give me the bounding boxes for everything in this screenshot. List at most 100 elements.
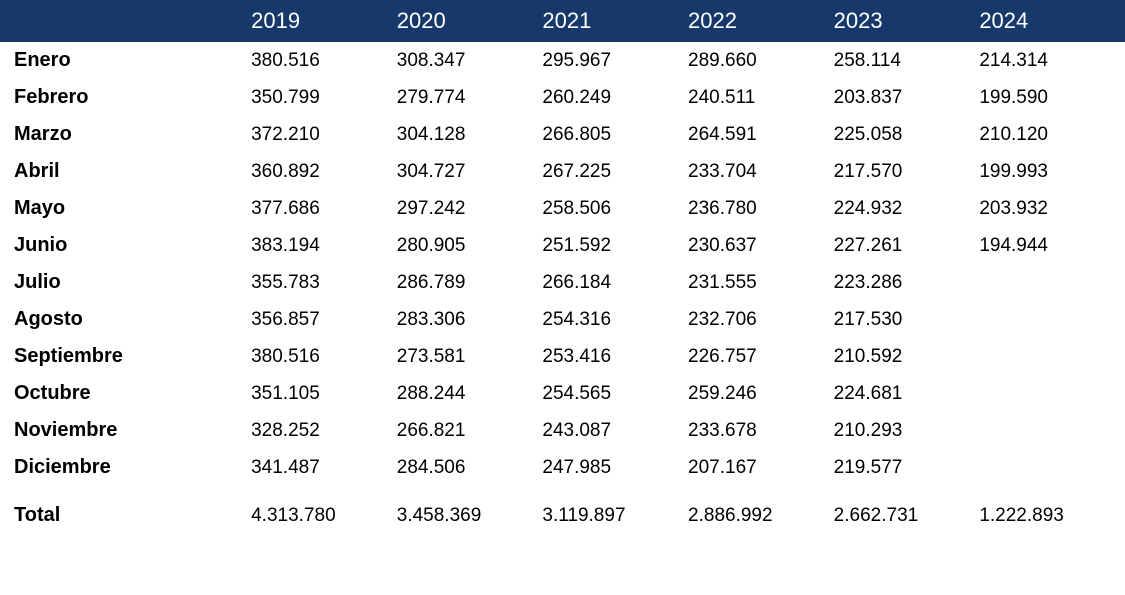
total-cell: 3.458.369 bbox=[397, 486, 543, 534]
table-row: Junio383.194280.905251.592230.637227.261… bbox=[0, 227, 1125, 264]
row-label: Diciembre bbox=[0, 449, 251, 486]
header-spacer bbox=[0, 0, 251, 42]
table: 2019 2020 2021 2022 2023 2024 Enero380.5… bbox=[0, 0, 1125, 534]
table-row: Enero380.516308.347295.967289.660258.114… bbox=[0, 42, 1125, 79]
cell: 240.511 bbox=[688, 79, 834, 116]
col-header-2019: 2019 bbox=[251, 0, 397, 42]
cell: 264.591 bbox=[688, 116, 834, 153]
cell: 286.789 bbox=[397, 264, 543, 301]
cell: 304.128 bbox=[397, 116, 543, 153]
cell: 279.774 bbox=[397, 79, 543, 116]
cell: 210.592 bbox=[834, 338, 980, 375]
cell: 231.555 bbox=[688, 264, 834, 301]
header-row: 2019 2020 2021 2022 2023 2024 bbox=[0, 0, 1125, 42]
table-row: Diciembre341.487284.506247.985207.167219… bbox=[0, 449, 1125, 486]
row-label: Mayo bbox=[0, 190, 251, 227]
row-label: Noviembre bbox=[0, 412, 251, 449]
col-header-2021: 2021 bbox=[542, 0, 688, 42]
row-label: Marzo bbox=[0, 116, 251, 153]
cell: 224.932 bbox=[834, 190, 980, 227]
cell: 247.985 bbox=[542, 449, 688, 486]
total-row: Total4.313.7803.458.3693.119.8972.886.99… bbox=[0, 486, 1125, 534]
cell bbox=[979, 264, 1125, 301]
table-row: Mayo377.686297.242258.506236.780224.9322… bbox=[0, 190, 1125, 227]
cell: 219.577 bbox=[834, 449, 980, 486]
total-cell: 3.119.897 bbox=[542, 486, 688, 534]
cell: 259.246 bbox=[688, 375, 834, 412]
cell: 226.757 bbox=[688, 338, 834, 375]
total-label: Total bbox=[0, 486, 251, 534]
cell: 383.194 bbox=[251, 227, 397, 264]
table-row: Septiembre380.516273.581253.416226.75721… bbox=[0, 338, 1125, 375]
col-header-2022: 2022 bbox=[688, 0, 834, 42]
table-header: 2019 2020 2021 2022 2023 2024 bbox=[0, 0, 1125, 42]
cell: 199.993 bbox=[979, 153, 1125, 190]
cell bbox=[979, 301, 1125, 338]
row-label: Julio bbox=[0, 264, 251, 301]
table-row: Marzo372.210304.128266.805264.591225.058… bbox=[0, 116, 1125, 153]
cell: 207.167 bbox=[688, 449, 834, 486]
cell: 266.821 bbox=[397, 412, 543, 449]
cell: 304.727 bbox=[397, 153, 543, 190]
row-label: Febrero bbox=[0, 79, 251, 116]
cell: 267.225 bbox=[542, 153, 688, 190]
cell: 356.857 bbox=[251, 301, 397, 338]
cell: 284.506 bbox=[397, 449, 543, 486]
cell: 233.704 bbox=[688, 153, 834, 190]
cell: 380.516 bbox=[251, 338, 397, 375]
cell: 351.105 bbox=[251, 375, 397, 412]
cell: 203.932 bbox=[979, 190, 1125, 227]
row-label: Abril bbox=[0, 153, 251, 190]
cell: 360.892 bbox=[251, 153, 397, 190]
total-cell: 4.313.780 bbox=[251, 486, 397, 534]
cell: 295.967 bbox=[542, 42, 688, 79]
cell: 223.286 bbox=[834, 264, 980, 301]
row-label: Septiembre bbox=[0, 338, 251, 375]
table-row: Agosto356.857283.306254.316232.706217.53… bbox=[0, 301, 1125, 338]
row-label: Junio bbox=[0, 227, 251, 264]
cell: 266.184 bbox=[542, 264, 688, 301]
cell: 253.416 bbox=[542, 338, 688, 375]
cell: 233.678 bbox=[688, 412, 834, 449]
cell: 254.565 bbox=[542, 375, 688, 412]
cell: 203.837 bbox=[834, 79, 980, 116]
cell: 341.487 bbox=[251, 449, 397, 486]
cell: 199.590 bbox=[979, 79, 1125, 116]
cell: 308.347 bbox=[397, 42, 543, 79]
table-body: Enero380.516308.347295.967289.660258.114… bbox=[0, 42, 1125, 534]
table-row: Octubre351.105288.244254.565259.246224.6… bbox=[0, 375, 1125, 412]
cell: 297.242 bbox=[397, 190, 543, 227]
cell bbox=[979, 412, 1125, 449]
table-row: Julio355.783286.789266.184231.555223.286 bbox=[0, 264, 1125, 301]
cell: 230.637 bbox=[688, 227, 834, 264]
col-header-2023: 2023 bbox=[834, 0, 980, 42]
cell: 227.261 bbox=[834, 227, 980, 264]
cell: 380.516 bbox=[251, 42, 397, 79]
cell: 214.314 bbox=[979, 42, 1125, 79]
cell: 355.783 bbox=[251, 264, 397, 301]
table-row: Noviembre328.252266.821243.087233.678210… bbox=[0, 412, 1125, 449]
cell: 289.660 bbox=[688, 42, 834, 79]
cell: 251.592 bbox=[542, 227, 688, 264]
cell: 210.120 bbox=[979, 116, 1125, 153]
data-table: 2019 2020 2021 2022 2023 2024 Enero380.5… bbox=[0, 0, 1125, 534]
cell: 350.799 bbox=[251, 79, 397, 116]
total-cell: 2.886.992 bbox=[688, 486, 834, 534]
cell: 232.706 bbox=[688, 301, 834, 338]
cell: 377.686 bbox=[251, 190, 397, 227]
total-cell: 2.662.731 bbox=[834, 486, 980, 534]
cell: 258.114 bbox=[834, 42, 980, 79]
cell: 224.681 bbox=[834, 375, 980, 412]
cell: 372.210 bbox=[251, 116, 397, 153]
table-row: Febrero350.799279.774260.249240.511203.8… bbox=[0, 79, 1125, 116]
cell: 266.805 bbox=[542, 116, 688, 153]
cell: 288.244 bbox=[397, 375, 543, 412]
cell: 328.252 bbox=[251, 412, 397, 449]
row-label: Enero bbox=[0, 42, 251, 79]
row-label: Octubre bbox=[0, 375, 251, 412]
cell: 243.087 bbox=[542, 412, 688, 449]
cell bbox=[979, 338, 1125, 375]
cell: 210.293 bbox=[834, 412, 980, 449]
cell: 236.780 bbox=[688, 190, 834, 227]
cell: 217.570 bbox=[834, 153, 980, 190]
